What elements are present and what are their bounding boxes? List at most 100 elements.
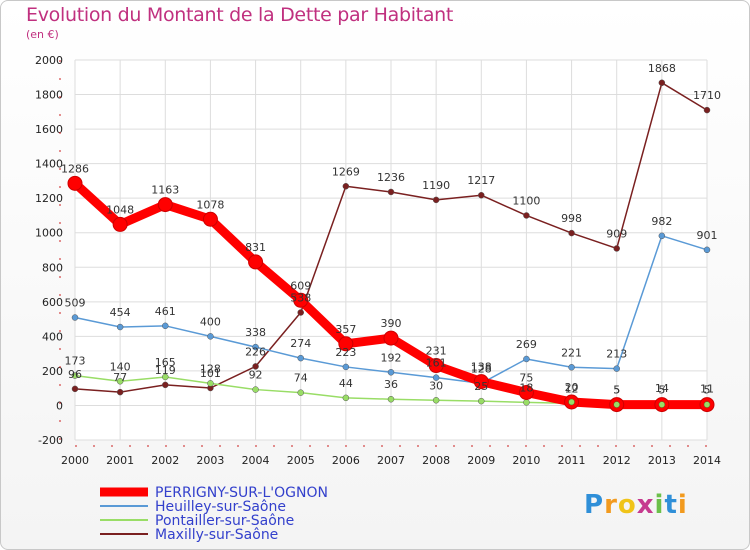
series-lines xyxy=(67,79,715,413)
x-tick-label: 2007 xyxy=(377,454,405,467)
y-tick-label: 2000 xyxy=(35,54,63,67)
data-point xyxy=(71,314,79,321)
x-tick-label: 2013 xyxy=(648,454,676,467)
data-point xyxy=(613,365,620,372)
data-point-inner xyxy=(568,398,575,406)
data-label: 226 xyxy=(245,345,266,358)
data-point xyxy=(297,354,304,362)
data-point xyxy=(523,355,530,363)
data-label: 213 xyxy=(606,348,627,361)
data-label: 5 xyxy=(613,384,620,397)
y-tick-label: 0 xyxy=(56,399,63,412)
data-label: 25 xyxy=(474,380,488,393)
data-point xyxy=(202,211,218,227)
data-point xyxy=(387,395,395,403)
data-point xyxy=(383,330,399,346)
data-label: 609 xyxy=(290,279,311,292)
legend: PERRIGNY-SUR-L'OGNONHeuilley-sur-SaônePo… xyxy=(100,485,328,543)
data-label: 165 xyxy=(155,356,176,369)
data-label: 77 xyxy=(113,371,127,384)
data-label: 538 xyxy=(290,292,311,305)
data-point xyxy=(428,358,444,374)
data-label: 400 xyxy=(200,315,221,328)
data-label: 1078 xyxy=(196,198,224,211)
data-label: 36 xyxy=(384,378,398,391)
data-label: 1163 xyxy=(151,184,179,197)
data-point xyxy=(116,388,124,396)
data-point xyxy=(342,183,350,190)
data-point xyxy=(162,381,169,389)
data-point xyxy=(207,380,214,387)
y-tick-label: 600 xyxy=(42,296,63,309)
data-label: 357 xyxy=(335,323,356,336)
data-label: 223 xyxy=(335,346,356,359)
y-tick-label: 400 xyxy=(42,330,63,343)
data-point xyxy=(342,394,350,402)
data-label: 461 xyxy=(155,305,176,318)
data-point xyxy=(523,399,530,406)
data-label: 161 xyxy=(426,357,447,370)
data-label: 1710 xyxy=(693,89,721,102)
y-tick-label: 1400 xyxy=(35,158,63,171)
y-tick-label: 1200 xyxy=(35,192,63,205)
data-label: 5 xyxy=(658,384,665,397)
data-label: 998 xyxy=(561,212,582,225)
data-label: 1269 xyxy=(332,165,360,178)
x-tick-label: 2005 xyxy=(287,454,315,467)
data-point xyxy=(703,106,711,114)
data-label: 75 xyxy=(519,372,533,385)
data-label: 509 xyxy=(65,297,86,310)
data-label: 338 xyxy=(245,326,266,339)
data-label: 1190 xyxy=(422,179,450,192)
data-point xyxy=(116,378,124,385)
y-tick-label: 1600 xyxy=(35,123,63,136)
data-label: 1217 xyxy=(467,174,495,187)
data-label: 119 xyxy=(155,364,176,377)
data-label: 231 xyxy=(426,345,447,358)
data-label: 96 xyxy=(68,368,82,381)
data-labels: 1286 1048 1163 1078 831 609 357 390 231 138 75 20 5 5… xyxy=(61,62,721,397)
data-point-inner xyxy=(703,401,711,408)
data-label: 12 xyxy=(565,382,579,395)
data-point xyxy=(112,216,128,232)
data-label: 128 xyxy=(200,362,221,375)
legend-label: Heuilley-sur-Saône xyxy=(155,499,286,515)
data-label: 173 xyxy=(65,355,86,368)
x-tick-label: 2003 xyxy=(196,454,224,467)
data-point xyxy=(658,79,666,87)
data-point xyxy=(523,212,530,219)
data-label: 11 xyxy=(700,383,714,396)
data-label: 140 xyxy=(110,360,131,373)
data-point xyxy=(252,363,259,370)
data-label: 274 xyxy=(290,337,311,350)
data-label: 128 xyxy=(471,362,492,375)
x-tick-label: 2009 xyxy=(467,454,495,467)
data-point xyxy=(478,397,485,405)
data-point xyxy=(157,197,173,213)
data-label: 1048 xyxy=(106,203,134,216)
data-point xyxy=(297,309,304,316)
data-label: 831 xyxy=(245,241,266,254)
data-label: 192 xyxy=(381,351,402,364)
chart-title: Evolution du Montant de la Dette par Hab… xyxy=(26,4,454,26)
data-point xyxy=(162,322,169,330)
proxiti-logo: Proxiti xyxy=(584,490,688,520)
data-label: 390 xyxy=(381,317,402,330)
data-label: 18 xyxy=(519,381,533,394)
data-label: 1286 xyxy=(61,162,89,175)
data-point xyxy=(703,246,711,254)
data-label: 1868 xyxy=(648,62,676,75)
data-label: 221 xyxy=(561,346,582,359)
data-point xyxy=(658,232,666,240)
data-label: 5 xyxy=(613,384,620,397)
axes: -200 0 200 400 600 800 1000 1200 1400 1600 1800 200… xyxy=(35,54,721,467)
data-point xyxy=(67,175,83,191)
x-tick-label: 2010 xyxy=(512,454,540,467)
data-point xyxy=(293,292,309,308)
chart-unit: (en €) xyxy=(26,28,59,41)
data-label: 30 xyxy=(429,379,443,392)
data-label: 1100 xyxy=(512,194,540,207)
data-point xyxy=(613,245,620,252)
data-label: 20 xyxy=(565,381,579,394)
data-label: 269 xyxy=(516,338,537,351)
